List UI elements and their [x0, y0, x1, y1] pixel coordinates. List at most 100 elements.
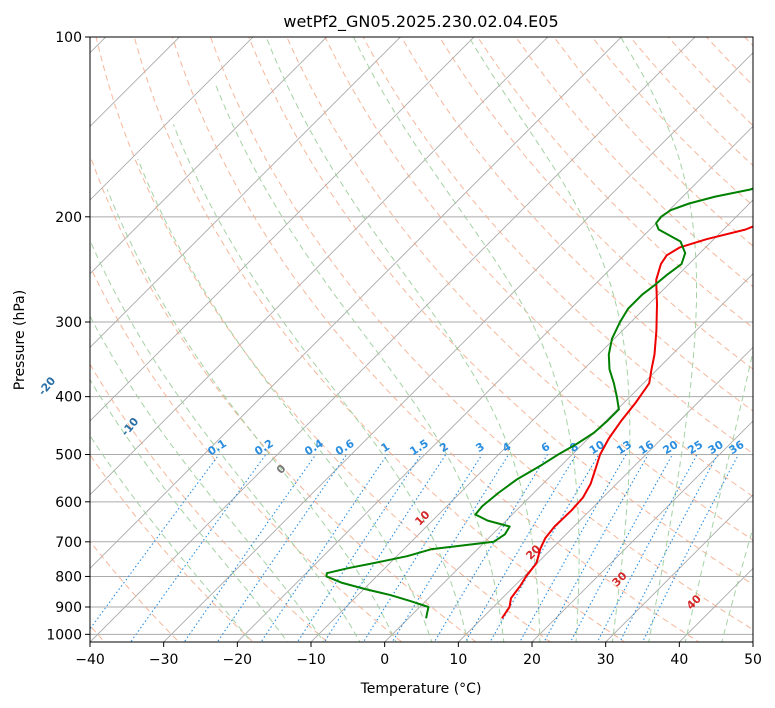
dry-adiabat-line: [248, 37, 753, 586]
reference-line-labels: 0.10.20.40.611.52346810131620253036-100-…: [36, 374, 747, 612]
x-tick-label: 20: [523, 652, 541, 668]
isotherm-line: [90, 37, 181, 128]
dry-adiabat-line: [629, 37, 753, 167]
dry-adiabat-line: [553, 37, 753, 247]
dry-adiabat-line: [362, 37, 753, 455]
y-tick-label: 700: [55, 535, 82, 551]
plot-frame: [89, 36, 754, 643]
y-tick-label: 200: [55, 210, 82, 226]
y-tick-label: 100: [55, 30, 82, 46]
mixing-ratio-line: [596, 454, 698, 642]
moist-adiabat-line: [137, 158, 433, 642]
y-tick-label: 500: [55, 448, 82, 464]
dry-adiabat-line: [324, 37, 753, 498]
x-tick-label: 50: [744, 652, 762, 668]
moist-adiabat-line: [215, 84, 505, 642]
y-tick-label: 400: [55, 390, 82, 406]
isotherm-line: [310, 199, 753, 642]
mixing-ratio-label: 0.2: [252, 437, 275, 458]
dry-adiabat-line: [133, 37, 626, 642]
mixing-ratio-line: [519, 454, 627, 642]
dry-adiabat-line: [90, 363, 329, 642]
y-axis-title: Pressure (hPa): [12, 290, 28, 390]
mixing-ratio-line: [464, 454, 577, 642]
mixing-ratio-label: 6: [539, 440, 553, 455]
moist-adiabat-line: [265, 37, 541, 642]
isotherm-line: [531, 420, 753, 642]
background-lines: [0, 10, 775, 659]
isotherm-line: [752, 641, 753, 642]
dry-adiabat-line: [757, 10, 775, 655]
moist-adiabat-line: [620, 37, 697, 642]
moist-adiabat-label: 0: [274, 462, 289, 477]
dry-adiabat-line: [90, 265, 403, 642]
dry-adiabat-line: [515, 37, 753, 288]
mixing-ratio-line: [569, 454, 673, 642]
x-tick-label: 40: [670, 652, 688, 668]
mixing-ratio-line: [183, 454, 317, 642]
isotherm-line: [90, 37, 549, 496]
moist-adiabat-line: [90, 314, 325, 642]
moist-adiabat-label: 40: [684, 592, 704, 612]
isotherm-line: [90, 37, 402, 349]
dry-adiabat-line: [90, 540, 180, 642]
mixing-ratio-line: [216, 454, 348, 642]
moist-adiabat-line: [468, 37, 631, 642]
profiles: [325, 187, 753, 619]
mixing-ratio-line: [391, 454, 510, 642]
y-tick-label: 300: [55, 315, 82, 331]
x-tick-label: −10: [296, 652, 326, 668]
mixing-ratio-line: [619, 454, 719, 642]
temperature-profile: [501, 225, 753, 619]
moist-adiabat-line: [90, 239, 361, 642]
mixing-ratio-label: 4: [500, 440, 514, 455]
isotherm-line: [90, 37, 254, 201]
isotherm-line: [90, 37, 475, 422]
mixing-ratio-line: [129, 454, 267, 642]
dry-adiabat-line: [286, 37, 753, 541]
moist-adiabat-line: [721, 525, 753, 642]
dry-adiabat-line: [90, 153, 477, 642]
y-tick-label: 800: [55, 569, 82, 585]
mixing-ratio-line: [641, 454, 739, 642]
mixing-ratio-line: [260, 454, 388, 642]
mixing-ratio-label: 2: [437, 440, 450, 455]
moist-adiabat-line: [106, 189, 397, 642]
isotherm-line: [678, 567, 753, 642]
dry-adiabat-line: [744, 37, 753, 47]
dry-adiabat-label: -10: [119, 415, 142, 439]
chart-title: wetPf2_GN05.2025.230.02.04.E05: [283, 12, 558, 32]
mixing-ratio-line: [90, 454, 220, 630]
isotherm-line: [163, 52, 753, 642]
isotherm-line: [0, 10, 59, 659]
moist-adiabat-label: 10: [412, 508, 432, 528]
y-tick-label: 1000: [46, 627, 82, 643]
mixing-ratio-label: 1.5: [407, 437, 430, 458]
dry-adiabat-line: [209, 37, 753, 631]
isotherm-line: [605, 494, 753, 642]
moist-adiabat-line: [172, 124, 469, 642]
isotherm-line: [384, 273, 753, 642]
dry-adiabat-line: [400, 37, 753, 412]
y-tick-label: 600: [55, 495, 82, 511]
mixing-ratio-line: [433, 454, 548, 642]
x-axis-title: Temperature (°C): [360, 681, 482, 697]
mixing-ratio-line: [543, 454, 649, 642]
isotherm-line: [457, 346, 753, 642]
y-axis-ticks: 100 200 300 400 500 600 700 800 900 1000: [46, 30, 90, 643]
moist-adiabat-line: [90, 434, 252, 642]
isotherm-line: [236, 125, 753, 642]
dry-adiabat-line: [438, 37, 753, 370]
mixing-ratio-line: [489, 454, 600, 642]
dry-adiabat-line: [171, 37, 700, 642]
y-tick-label: 900: [55, 600, 82, 616]
dry-adiabat-line: [90, 453, 254, 642]
isotherm-line: [90, 37, 623, 570]
mixing-ratio-label: 0.1: [205, 437, 228, 458]
x-tick-label: 30: [597, 652, 615, 668]
moist-adiabat-line: [90, 378, 289, 642]
mixing-ratio-label: 3: [473, 440, 486, 455]
dry-adiabat-line: [95, 37, 552, 642]
moist-adiabat-line: [352, 37, 580, 642]
